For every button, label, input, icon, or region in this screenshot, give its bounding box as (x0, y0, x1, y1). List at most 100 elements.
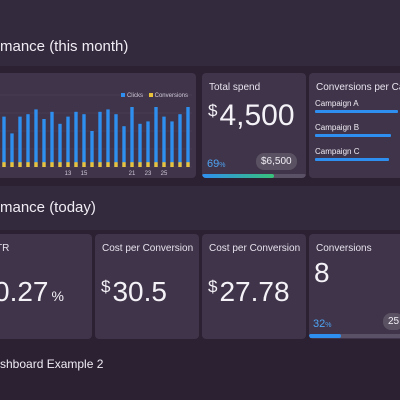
bar-clicks-18 (146, 121, 150, 167)
clicks-conversions-chart: 13 15 21 23 25 (0, 94, 192, 177)
bar-clicks-13 (106, 109, 110, 167)
bar-clicks-2 (18, 116, 22, 167)
total-spend-progress-track (202, 174, 306, 178)
bar-conversions-10 (82, 162, 86, 167)
total-spend-progress-percent: 69% (207, 158, 225, 170)
conversions-today-progress-number: 32 (313, 318, 326, 330)
bar-conversions-1 (10, 162, 14, 167)
currency-symbol: $ (101, 276, 111, 296)
bar-conversions-17 (138, 162, 142, 167)
dashboard-title: shboard Example 2 (0, 357, 104, 371)
bar-conversions-14 (114, 162, 118, 167)
percent-sign: % (325, 322, 332, 329)
total-spend-tile: Total spend $4,500 69% $6,500 (202, 73, 306, 178)
bar-clicks-14 (114, 114, 118, 167)
campaign-c-label: Campaign C (315, 147, 360, 156)
bar-clicks-15 (122, 126, 126, 167)
conversions-today-tile: Conversions 8 32% 25 (309, 234, 400, 339)
section-title-today: mance (today) (0, 199, 96, 216)
legend-label-conversions: Conversions (154, 93, 188, 99)
conversions-today-value: 8 (314, 257, 330, 288)
legend-label-clicks: Clicks (126, 93, 143, 99)
percent-sign: % (219, 162, 226, 169)
bar-clicks-10 (82, 114, 86, 167)
campaign-b-label: Campaign B (315, 123, 360, 132)
cost-per-conversion-amount-1: 30.5 (112, 276, 167, 307)
legend-swatch-clicks (120, 93, 125, 98)
currency-symbol: $ (208, 276, 218, 296)
bar-conversions-0 (2, 162, 6, 167)
conversions-today-progress-track (309, 334, 400, 338)
bar-conversions-11 (90, 162, 94, 167)
bar-conversions-8 (66, 162, 70, 167)
section-header-month (0, 0, 400, 66)
total-spend-value: $4,500 (208, 99, 295, 133)
campaign-c-bar (315, 158, 389, 161)
bar-conversions-21 (170, 162, 174, 167)
bar-conversions-23 (186, 162, 190, 167)
conversions-today-title: Conversions (316, 243, 372, 254)
ctr-number: 0.27 (0, 276, 49, 307)
bar-conversions-19 (154, 162, 158, 167)
cost-per-conversion-tile-2: Cost per Conversion $27.78 (202, 234, 306, 339)
bar-conversions-13 (106, 162, 110, 167)
bar-clicks-19 (154, 107, 158, 167)
bar-clicks-1 (10, 133, 14, 167)
bar-clicks-20 (162, 116, 166, 167)
total-spend-progress-number: 69 (207, 158, 220, 170)
bar-conversions-5 (42, 162, 46, 167)
cost-per-conversion-amount-2: 27.78 (219, 276, 290, 307)
total-spend-progress-fill (202, 174, 274, 178)
bar-clicks-11 (90, 131, 94, 167)
clicks-conversions-chart-tile: 13 15 21 23 25 Clicks Conversions (0, 73, 196, 178)
bar-clicks-3 (26, 114, 30, 167)
x-tick-label: 25 (161, 171, 168, 177)
section-title-month: mance (this month) (0, 38, 129, 55)
conversions-today-progress-fill (309, 334, 341, 338)
bar-clicks-6 (50, 111, 54, 167)
campaign-b-bar (315, 134, 391, 137)
bar-conversions-16 (130, 162, 134, 167)
total-spend-amount: 4,500 (219, 99, 295, 132)
chart-legend: Clicks Conversions (120, 93, 188, 99)
bar-conversions-20 (162, 162, 166, 167)
legend-swatch-conversions (148, 93, 153, 98)
bar-clicks-16 (130, 107, 134, 167)
campaign-a-bar (315, 110, 398, 113)
bar-clicks-22 (178, 114, 182, 167)
conversions-per-campaign-tile: Conversions per Ca Campaign A Campaign B… (309, 73, 400, 178)
bar-conversions-9 (74, 162, 78, 167)
conversions-per-campaign-title: Conversions per Ca (316, 82, 400, 93)
bar-conversions-22 (178, 162, 182, 167)
section-header-today (0, 186, 400, 230)
bar-conversions-12 (98, 162, 102, 167)
ctr-percent-sign: % (51, 288, 64, 304)
bar-conversions-4 (34, 162, 38, 167)
bar-clicks-12 (98, 111, 102, 167)
bar-clicks-17 (138, 123, 142, 167)
bar-clicks-0 (2, 116, 6, 167)
total-spend-title: Total spend (209, 82, 261, 93)
bar-conversions-6 (50, 162, 54, 167)
bar-clicks-5 (42, 119, 46, 167)
x-tick-label: 15 (81, 171, 88, 177)
campaign-a-label: Campaign A (315, 99, 359, 108)
conversions-today-progress-percent: 32% (313, 318, 331, 330)
cost-per-conversion-title-1: Cost per Conversion (102, 243, 194, 254)
bar-conversions-15 (122, 162, 126, 167)
ctr-title: TR (0, 243, 10, 254)
cost-per-conversion-title-2: Cost per Conversion (209, 243, 301, 254)
ctr-tile: TR 0.27% (0, 234, 92, 339)
currency-symbol: $ (208, 100, 218, 120)
bar-clicks-9 (74, 111, 78, 167)
total-spend-target-badge: $6,500 (256, 153, 297, 170)
bar-clicks-23 (186, 107, 190, 167)
bar-conversions-7 (58, 162, 62, 167)
cost-per-conversion-value-2: $27.78 (208, 276, 290, 308)
bar-clicks-4 (34, 109, 38, 167)
cost-per-conversion-value-1: $30.5 (101, 276, 167, 308)
x-tick-label: 13 (65, 171, 72, 177)
x-tick-label: 21 (129, 171, 136, 177)
bar-conversions-2 (18, 162, 22, 167)
bar-conversions-3 (26, 162, 30, 167)
